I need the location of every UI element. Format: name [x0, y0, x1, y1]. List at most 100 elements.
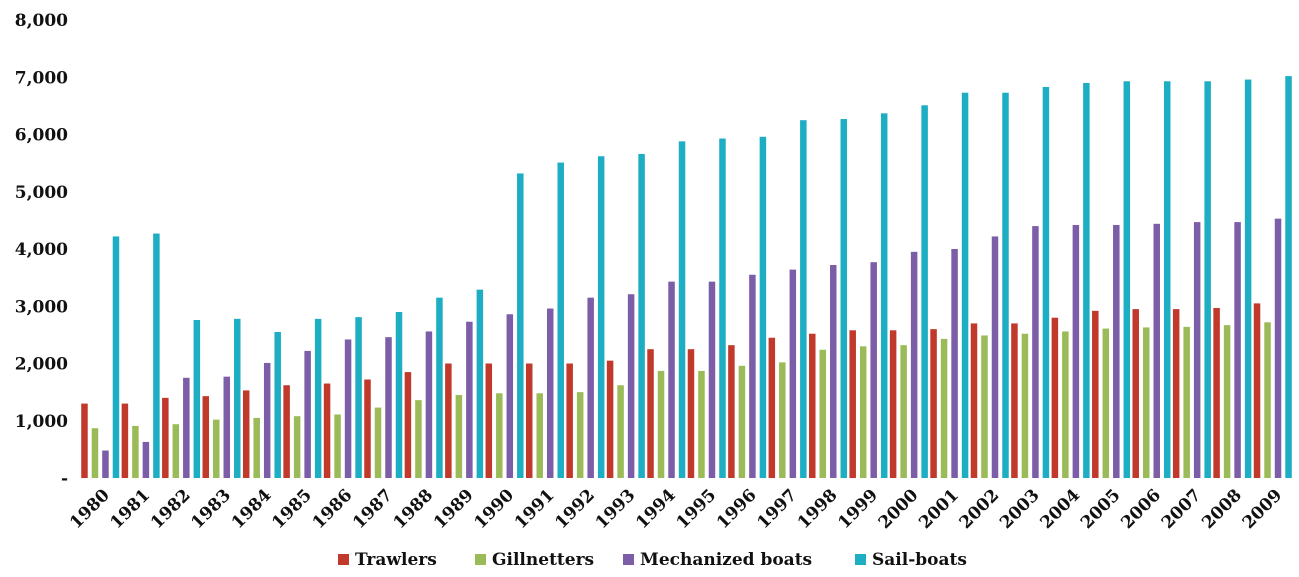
bar-trawlers-1986 — [324, 384, 331, 478]
bar-sail-boats-2001 — [962, 93, 969, 478]
bar-gillnetters-2004 — [1062, 331, 1069, 478]
bar-gillnetters-1989 — [456, 395, 463, 478]
bar-mechanized-boats-2005 — [1113, 225, 1120, 478]
bar-gillnetters-2008 — [1224, 325, 1231, 478]
x-tick-label: 1981 — [107, 485, 155, 533]
bar-trawlers-2007 — [1173, 309, 1180, 478]
x-tick-label: 2004 — [1037, 485, 1085, 533]
bar-gillnetters-2005 — [1103, 329, 1110, 478]
bar-gillnetters-2002 — [981, 335, 988, 478]
x-tick-label: 2001 — [915, 485, 963, 533]
y-tick-label: 8,000 — [15, 11, 68, 31]
bar-trawlers-2003 — [1011, 323, 1018, 478]
bar-sail-boats-1985 — [315, 319, 322, 478]
bars — [81, 76, 1292, 478]
bar-trawlers-1993 — [607, 361, 614, 478]
bar-sail-boats-1988 — [436, 298, 443, 478]
bar-trawlers-1992 — [566, 364, 573, 479]
x-tick-label: 2003 — [996, 485, 1044, 533]
legend-swatch-sail-boats — [855, 554, 866, 565]
legend-swatch-mechanized-boats — [623, 554, 634, 565]
bar-gillnetters-1997 — [779, 362, 786, 478]
bar-mechanized-boats-1982 — [183, 378, 190, 478]
bar-mechanized-boats-1984 — [264, 363, 271, 478]
y-tick-label: 7,000 — [15, 68, 68, 88]
bar-sail-boats-1993 — [638, 154, 645, 478]
bar-sail-boats-1994 — [679, 141, 686, 478]
y-tick-label: 3,000 — [15, 297, 68, 317]
bar-mechanized-boats-2008 — [1234, 222, 1241, 478]
bar-trawlers-1997 — [769, 338, 776, 478]
bar-mechanized-boats-1981 — [143, 442, 150, 478]
legend-label-mechanized-boats: Mechanized boats — [640, 550, 812, 570]
x-tick-label: 2008 — [1198, 485, 1246, 533]
x-tick-label: 1984 — [228, 485, 276, 533]
bar-gillnetters-2000 — [900, 345, 907, 478]
bar-gillnetters-1995 — [698, 371, 705, 478]
x-tick-label: 1987 — [349, 485, 397, 533]
bar-sail-boats-2009 — [1285, 76, 1292, 478]
legend-label-sail-boats: Sail-boats — [872, 550, 967, 570]
bar-gillnetters-1991 — [536, 393, 543, 478]
bar-trawlers-1998 — [809, 334, 816, 478]
bar-trawlers-1994 — [647, 349, 654, 478]
bar-trawlers-2006 — [1132, 309, 1139, 478]
y-tick-label: - — [61, 469, 68, 489]
bar-sail-boats-1992 — [598, 156, 605, 478]
bar-mechanized-boats-1992 — [587, 298, 594, 478]
x-tick-label: 1990 — [470, 485, 518, 533]
bar-mechanized-boats-1999 — [870, 262, 877, 478]
bar-sail-boats-2000 — [921, 105, 928, 478]
bar-trawlers-1985 — [283, 385, 290, 478]
bar-mechanized-boats-2007 — [1194, 222, 1201, 478]
bar-trawlers-1990 — [486, 364, 493, 479]
bar-mechanized-boats-1997 — [790, 270, 797, 478]
bar-sail-boats-1982 — [194, 320, 201, 478]
bar-sail-boats-2005 — [1124, 81, 1131, 478]
bar-trawlers-1984 — [243, 390, 250, 478]
y-tick-label: 6,000 — [15, 126, 68, 146]
legend: Trawlers Gillnetters Mechanized boats Sail-… — [338, 550, 967, 570]
bar-trawlers-1981 — [122, 404, 128, 478]
x-axis: 1980198119821983198419851986198719881989… — [66, 485, 1286, 533]
bar-gillnetters-1992 — [577, 392, 584, 478]
bar-trawlers-1988 — [405, 372, 412, 478]
bar-mechanized-boats-1986 — [345, 339, 352, 478]
bar-gillnetters-1996 — [739, 366, 746, 478]
bar-gillnetters-1983 — [213, 420, 220, 478]
bar-trawlers-1991 — [526, 364, 533, 479]
bar-trawlers-1996 — [728, 345, 735, 478]
bar-sail-boats-1986 — [355, 317, 362, 478]
x-tick-label: 1985 — [268, 485, 316, 533]
bar-gillnetters-2001 — [941, 339, 948, 478]
bar-trawlers-1995 — [688, 349, 695, 478]
x-tick-label: 1998 — [794, 485, 842, 533]
x-tick-label: 1996 — [713, 485, 761, 533]
bar-gillnetters-1984 — [253, 418, 260, 478]
x-tick-label: 1988 — [390, 485, 438, 533]
bar-gillnetters-1982 — [173, 424, 180, 478]
bar-mechanized-boats-2009 — [1275, 219, 1282, 478]
bar-mechanized-boats-1988 — [426, 331, 433, 478]
bar-trawlers-2008 — [1213, 308, 1220, 478]
x-tick-label: 1995 — [673, 485, 721, 533]
bar-gillnetters-2003 — [1022, 334, 1028, 478]
bar-mechanized-boats-1993 — [628, 294, 635, 478]
bar-mechanized-boats-2000 — [911, 252, 918, 478]
x-tick-label: 1980 — [66, 485, 114, 533]
bar-sail-boats-1997 — [800, 120, 807, 478]
y-tick-label: 4,000 — [15, 240, 68, 260]
bar-sail-boats-2003 — [1043, 87, 1050, 478]
bar-sail-boats-1981 — [153, 234, 160, 478]
bar-gillnetters-1981 — [132, 426, 139, 478]
x-tick-label: 1989 — [430, 485, 478, 533]
bar-mechanized-boats-1991 — [547, 309, 554, 478]
x-tick-label: 2009 — [1239, 485, 1287, 533]
bar-trawlers-2005 — [1092, 311, 1099, 478]
bar-mechanized-boats-1995 — [709, 282, 716, 478]
bar-mechanized-boats-1998 — [830, 265, 837, 478]
bar-gillnetters-1999 — [860, 346, 867, 478]
bar-sail-boats-1989 — [477, 290, 484, 478]
bar-sail-boats-1983 — [234, 319, 241, 478]
